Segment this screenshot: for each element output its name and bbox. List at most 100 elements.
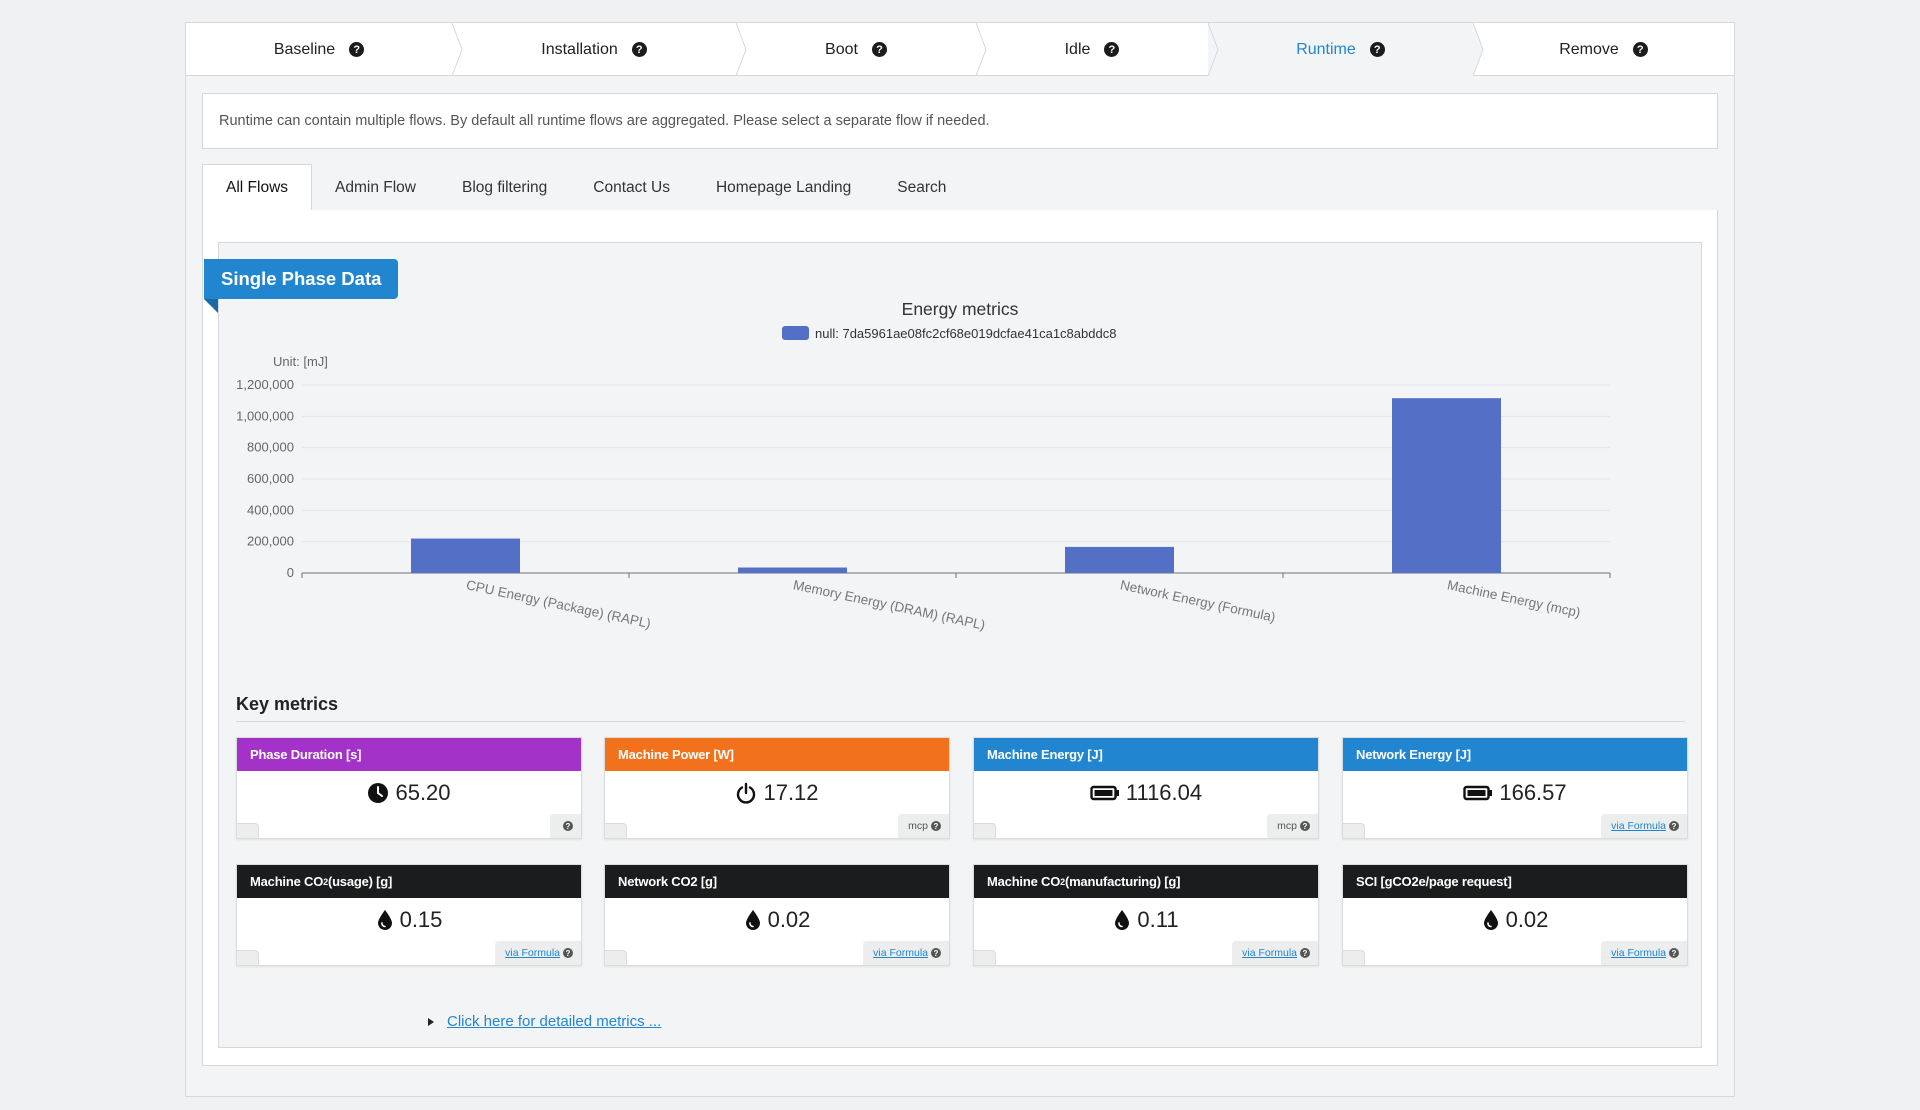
metric-card-value: 166.57 bbox=[1343, 771, 1687, 815]
question-icon[interactable]: ? bbox=[931, 821, 941, 831]
tab-all-flows[interactable]: All Flows bbox=[202, 164, 313, 212]
tab-contact-us[interactable]: Contact Us bbox=[593, 178, 670, 196]
question-icon[interactable]: ? bbox=[931, 948, 941, 958]
metric-source-label: via Formula? bbox=[1232, 941, 1318, 965]
question-icon[interactable]: ? bbox=[1669, 821, 1679, 831]
clock-icon bbox=[367, 782, 395, 804]
step-label: Boot bbox=[825, 40, 858, 58]
question-icon[interactable]: ? bbox=[631, 42, 647, 57]
legend-label[interactable]: null: 7da5961ae08fc2cf68e019dcfae41ca1c8… bbox=[815, 326, 1116, 341]
question-icon[interactable]: ? bbox=[1632, 42, 1648, 57]
phase-steps: Baseline ? Installation ? Boot ? Idle ? … bbox=[186, 23, 1734, 76]
question-icon[interactable]: ? bbox=[1669, 948, 1679, 958]
question-icon[interactable]: ? bbox=[563, 948, 573, 958]
metric-card-value: 0.02 bbox=[1343, 898, 1687, 942]
formula-link[interactable]: via Formula bbox=[1242, 947, 1297, 959]
x-category-label: CPU Energy (Package) (RAPL) bbox=[465, 577, 652, 631]
power-icon bbox=[735, 782, 763, 804]
step-label: Remove bbox=[1559, 40, 1619, 58]
step-installation[interactable]: Installation ? bbox=[452, 23, 747, 76]
question-icon[interactable]: ? bbox=[1104, 42, 1120, 57]
metric-card-title: Network Energy [J] bbox=[1343, 738, 1687, 771]
step-baseline[interactable]: Baseline ? bbox=[186, 23, 463, 76]
metric-card-value: 0.15 bbox=[237, 898, 581, 942]
chart-bar[interactable] bbox=[738, 567, 847, 573]
question-icon[interactable]: ? bbox=[1369, 42, 1385, 57]
source-text: mcp bbox=[1277, 820, 1297, 832]
metric-card: Machine Power [W] 17.12 mcp? bbox=[604, 737, 950, 839]
step-separator-icon bbox=[452, 23, 463, 76]
question-icon[interactable]: ? bbox=[563, 821, 573, 831]
metric-card-value: 65.20 bbox=[237, 771, 581, 815]
metric-card-corner bbox=[605, 950, 627, 965]
y-tick-label: 1,000,000 bbox=[236, 408, 294, 423]
question-icon[interactable]: ? bbox=[1300, 821, 1310, 831]
step-separator-icon bbox=[1208, 23, 1219, 76]
metric-card-title: Phase Duration [s] bbox=[237, 738, 581, 771]
x-category-label: Memory Energy (DRAM) (RAPL) bbox=[792, 577, 987, 632]
metric-source-label: via Formula? bbox=[863, 941, 949, 965]
y-tick-label: 1,200,000 bbox=[236, 377, 294, 392]
metric-source-label: ? bbox=[550, 814, 581, 838]
step-separator-icon bbox=[976, 23, 987, 76]
step-runtime[interactable]: Runtime ? bbox=[1208, 23, 1484, 76]
step-idle[interactable]: Idle ? bbox=[976, 23, 1219, 76]
formula-link[interactable]: via Formula bbox=[1611, 820, 1666, 832]
metric-card-value: 0.11 bbox=[974, 898, 1318, 942]
question-icon[interactable]: ? bbox=[871, 42, 887, 57]
step-label: Idle bbox=[1064, 40, 1091, 58]
single-phase-ribbon: Single Phase Data bbox=[204, 259, 399, 299]
chart-bar[interactable] bbox=[411, 538, 520, 573]
tab-admin-flow[interactable]: Admin Flow bbox=[335, 178, 416, 196]
metric-card-title: Machine Power [W] bbox=[605, 738, 949, 771]
x-category-label: Machine Energy (mcp) bbox=[1446, 577, 1582, 620]
key-metrics-title: Key metrics bbox=[236, 694, 339, 714]
metric-card: SCI [gCO2e/page request] 0.02 via Formula? bbox=[1342, 864, 1688, 966]
energy-metrics-chart: Energy metrics null: 7da5961ae08fc2cf68e… bbox=[236, 299, 1611, 633]
step-remove[interactable]: Remove ? bbox=[1473, 23, 1734, 76]
chart-bars bbox=[411, 398, 1501, 573]
source-text: mcp bbox=[908, 820, 928, 832]
metric-value-text: 0.11 bbox=[1137, 907, 1179, 932]
chart-bar[interactable] bbox=[1392, 398, 1501, 573]
step-boot[interactable]: Boot ? bbox=[736, 23, 987, 76]
metric-source-label: via Formula? bbox=[1601, 814, 1687, 838]
info-message: Runtime can contain multiple flows. By d… bbox=[202, 93, 1718, 149]
metric-source-label: mcp? bbox=[1267, 814, 1318, 838]
metric-card-corner bbox=[605, 823, 627, 838]
formula-link[interactable]: via Formula bbox=[873, 947, 928, 959]
metric-value-text: 0.02 bbox=[767, 907, 811, 932]
tab-homepage-landing[interactable]: Homepage Landing bbox=[715, 178, 852, 196]
detailed-metrics-link[interactable]: Click here for detailed metrics ... bbox=[447, 1013, 662, 1030]
metric-card-title: Machine CO 2 (usage) [g] bbox=[237, 865, 581, 898]
chart-bar[interactable] bbox=[1065, 546, 1174, 573]
tab-search[interactable]: Search bbox=[897, 178, 947, 196]
formula-link[interactable]: via Formula bbox=[505, 947, 560, 959]
key-metrics-divider bbox=[236, 721, 1685, 722]
tab-blog-filtering[interactable]: Blog filtering bbox=[461, 178, 548, 196]
metric-value-text: 0.15 bbox=[399, 907, 443, 932]
y-tick-label: 800,000 bbox=[247, 440, 294, 455]
question-icon[interactable]: ? bbox=[349, 42, 365, 57]
step-label: Baseline bbox=[273, 40, 336, 58]
y-tick-label: 200,000 bbox=[247, 534, 294, 549]
battery-icon bbox=[1090, 785, 1126, 801]
step-label: Installation bbox=[541, 40, 618, 58]
detailed-metrics-toggle[interactable]: Click here for detailed metrics ... bbox=[428, 1013, 661, 1030]
step-label: Runtime bbox=[1296, 40, 1356, 58]
metric-card-corner bbox=[237, 823, 259, 838]
metric-card-title: Machine CO 2 (manufacturing) [g] bbox=[974, 865, 1318, 898]
metric-source-label: mcp? bbox=[898, 814, 949, 838]
formula-link[interactable]: via Formula bbox=[1611, 947, 1666, 959]
metric-card-value: 17.12 bbox=[605, 771, 949, 815]
metric-card-title: SCI [gCO2e/page request] bbox=[1343, 865, 1687, 898]
legend-swatch[interactable] bbox=[782, 326, 809, 340]
battery-icon bbox=[1463, 785, 1499, 801]
metric-card: Machine CO 2 (manufacturing) [g] 0.11 via F… bbox=[973, 864, 1319, 966]
metric-card-value: 0.02 bbox=[605, 898, 949, 942]
question-icon[interactable]: ? bbox=[1300, 948, 1310, 958]
drop-icon bbox=[1482, 909, 1506, 931]
drop-icon bbox=[376, 909, 400, 931]
metric-card-corner bbox=[237, 950, 259, 965]
y-tick-label: 600,000 bbox=[247, 471, 294, 486]
